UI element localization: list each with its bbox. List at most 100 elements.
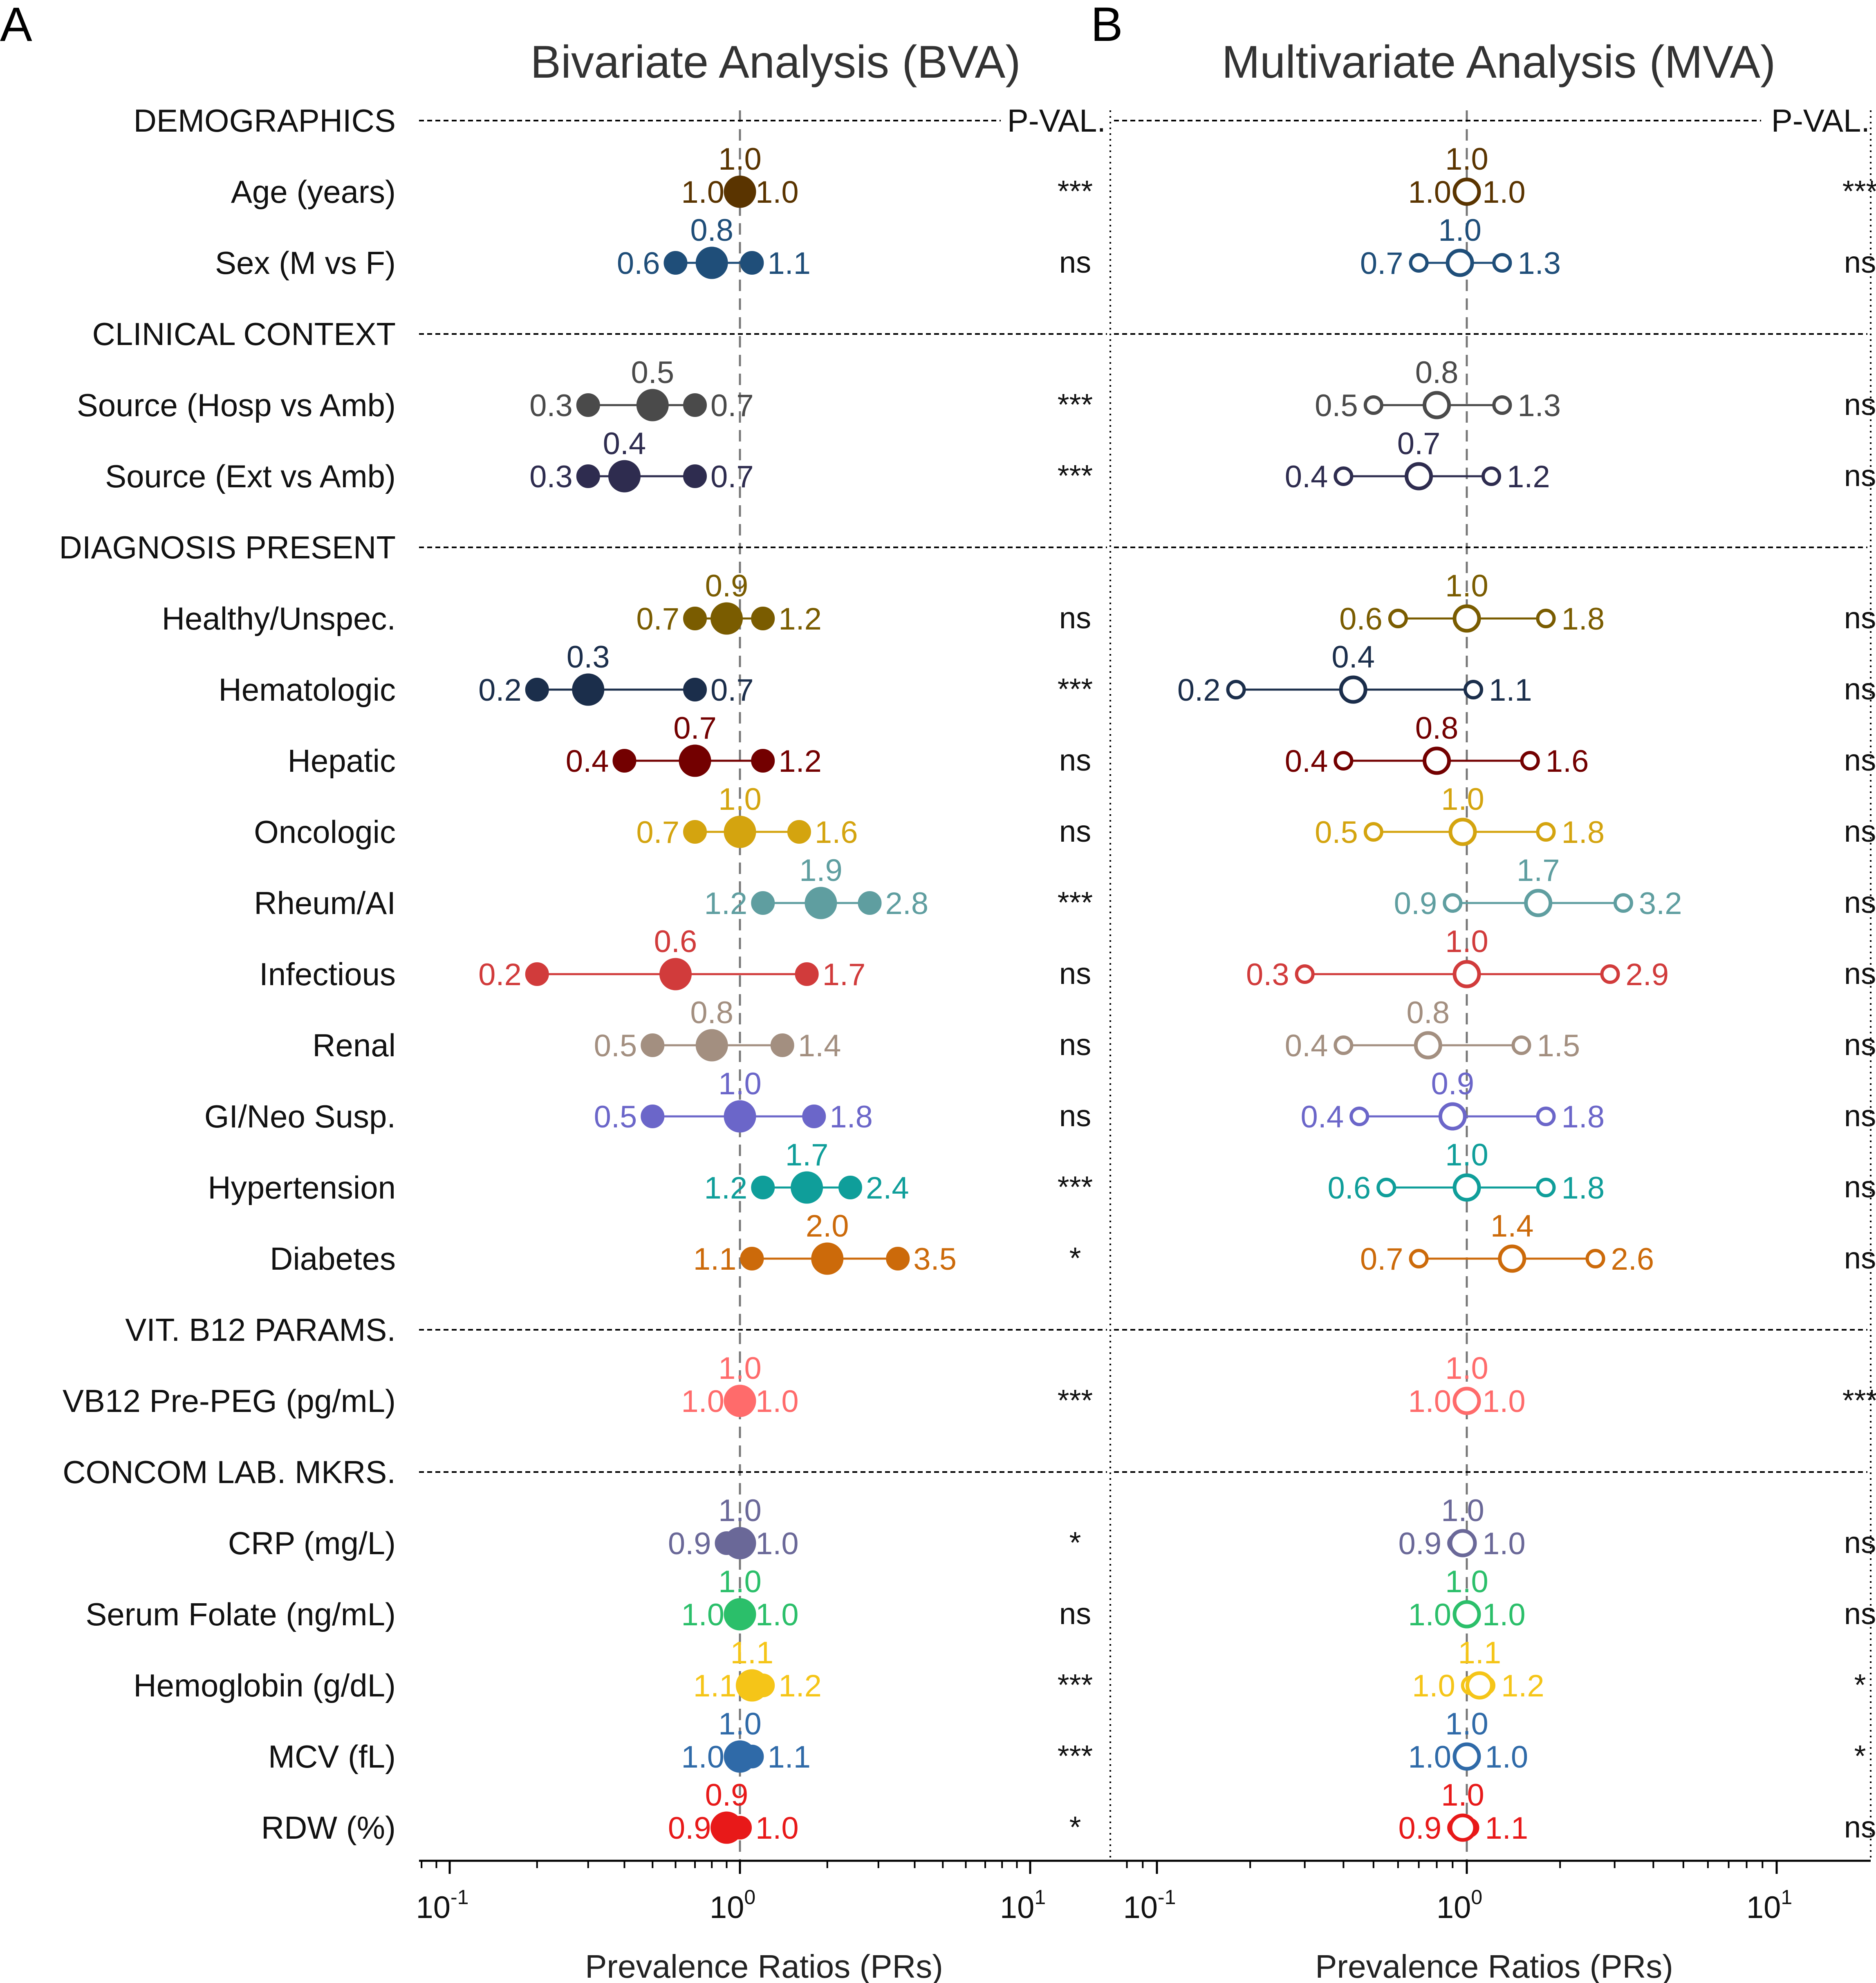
panel-b-letter: B bbox=[1091, 0, 1123, 52]
row-label-healthy: Healthy/Unspec. bbox=[162, 601, 396, 636]
pr-value-label: 1.0 bbox=[1445, 1707, 1488, 1741]
ci-upper-label: 1.5 bbox=[1537, 1028, 1580, 1063]
p-value-label: ns bbox=[1844, 672, 1876, 706]
ci-upper-marker bbox=[1613, 893, 1633, 913]
ci-upper-label: 1.1 bbox=[767, 1740, 811, 1775]
row-label-sex: Sex (M vs F) bbox=[215, 245, 396, 281]
x-axis-layer: 10-1 100 101 10-1 100 101 bbox=[416, 1860, 1871, 1925]
pr-value-label: 1.0 bbox=[1445, 1564, 1488, 1599]
pr-point-marker bbox=[711, 1811, 743, 1844]
ci-upper-marker bbox=[751, 749, 775, 773]
pr-value-label: 1.0 bbox=[718, 1707, 762, 1741]
pr-point-marker bbox=[1405, 462, 1433, 491]
p-value-label: *** bbox=[1058, 885, 1093, 919]
ci-upper-marker bbox=[886, 1247, 910, 1270]
pr-point-marker bbox=[608, 460, 641, 493]
pr-point-marker bbox=[679, 744, 711, 777]
pr-value-label: 0.7 bbox=[673, 711, 717, 746]
ci-lower-label: 0.5 bbox=[1315, 388, 1358, 423]
ci-upper-marker bbox=[1520, 751, 1540, 771]
pr-value-label: 0.8 bbox=[1415, 711, 1459, 746]
ci-upper-marker bbox=[1492, 253, 1512, 273]
p-value-label: *** bbox=[1058, 1383, 1093, 1417]
pr-point-marker bbox=[724, 1385, 756, 1417]
ci-upper-label: 1.2 bbox=[778, 744, 822, 779]
pr-value-label: 0.6 bbox=[654, 924, 697, 959]
panel-a-letter: A bbox=[0, 0, 32, 52]
ci-upper-label: 1.2 bbox=[1501, 1669, 1544, 1703]
ci-upper-marker bbox=[683, 464, 707, 488]
pr-point-marker bbox=[1452, 1387, 1481, 1415]
pr-value-label: 1.0 bbox=[718, 1493, 762, 1528]
ci-lower-marker bbox=[1363, 395, 1383, 415]
pr-value-label: 1.0 bbox=[718, 1564, 762, 1599]
ci-lower-marker bbox=[683, 820, 707, 844]
ci-upper-label: 1.6 bbox=[1546, 744, 1589, 779]
row-label-gi: GI/Neo Susp. bbox=[204, 1098, 396, 1134]
ci-upper-label: 1.2 bbox=[778, 602, 822, 636]
ci-upper-marker bbox=[1600, 964, 1620, 984]
pr-value-label: 1.1 bbox=[731, 1636, 774, 1670]
row-label-hemoglobin: Hemoglobin (g/dL) bbox=[133, 1667, 396, 1703]
ci-lower-marker bbox=[612, 749, 637, 773]
pr-value-label: 1.0 bbox=[718, 1067, 762, 1101]
pr-point-marker bbox=[659, 958, 692, 990]
p-value-label: * bbox=[1854, 1668, 1866, 1702]
row-label-mcv: MCV (fL) bbox=[268, 1739, 396, 1775]
ci-lower-label: 0.5 bbox=[1315, 815, 1358, 850]
ci-lower-label: 0.4 bbox=[1285, 459, 1328, 494]
pr-point-marker bbox=[1452, 604, 1481, 633]
ci-upper-label: 1.8 bbox=[829, 1100, 873, 1134]
pr-value-label: 1.0 bbox=[1445, 569, 1488, 603]
ci-lower-label: 1.0 bbox=[1412, 1669, 1455, 1703]
ci-upper-marker bbox=[770, 1033, 794, 1057]
ci-upper-label: 0.7 bbox=[711, 673, 754, 708]
ci-lower-label: 0.5 bbox=[594, 1028, 637, 1063]
ci-lower-label: 0.3 bbox=[1246, 957, 1289, 992]
pr-value-label: 1.4 bbox=[1490, 1209, 1534, 1244]
panel-a-title: Bivariate Analysis (BVA) bbox=[530, 36, 1020, 87]
x-tick-label: 101 bbox=[1000, 1886, 1046, 1925]
pr-value-label: 1.0 bbox=[1441, 782, 1484, 817]
ci-upper-label: 1.8 bbox=[1561, 1171, 1605, 1205]
pr-point-marker bbox=[724, 816, 756, 848]
p-value-label: ns bbox=[1844, 459, 1876, 493]
pr-value-label: 1.7 bbox=[1517, 853, 1560, 888]
pr-point-marker bbox=[1524, 889, 1553, 917]
section-header: DEMOGRAPHICS bbox=[134, 103, 396, 139]
ci-upper-label: 1.0 bbox=[755, 175, 799, 210]
ci-lower-marker bbox=[1334, 1035, 1354, 1055]
p-value-label: *** bbox=[1058, 1739, 1093, 1773]
ci-lower-marker bbox=[641, 1033, 665, 1057]
p-value-label: ns bbox=[1844, 601, 1876, 635]
row-label-source_hosp: Source (Hosp vs Amb) bbox=[77, 387, 396, 423]
row-label-infectious: Infectious bbox=[259, 956, 396, 992]
pr-point-marker bbox=[695, 1029, 728, 1062]
ci-lower-marker bbox=[576, 393, 600, 417]
pval-header-a: P-VAL. bbox=[1007, 103, 1106, 139]
pr-point-marker bbox=[711, 602, 743, 635]
pr-value-label: 1.0 bbox=[718, 782, 762, 817]
section-header: CLINICAL CONTEXT bbox=[92, 316, 396, 352]
ci-upper-label: 1.0 bbox=[755, 1598, 799, 1632]
p-value-label: *** bbox=[1058, 1668, 1093, 1702]
pr-value-label: 0.8 bbox=[1406, 995, 1450, 1030]
ci-lower-marker bbox=[1226, 680, 1246, 699]
pr-value-label: 0.9 bbox=[705, 1778, 749, 1813]
row-label-rdw: RDW (%) bbox=[261, 1810, 396, 1846]
grid-layer bbox=[419, 110, 1872, 1861]
row-label-hematologic: Hematologic bbox=[218, 672, 396, 708]
ci-upper-marker bbox=[1536, 1178, 1556, 1197]
ci-upper-label: 2.9 bbox=[1625, 957, 1669, 992]
pr-point-marker bbox=[1452, 1173, 1481, 1202]
pr-point-marker bbox=[1465, 1671, 1494, 1700]
pr-point-marker bbox=[636, 389, 669, 421]
p-value-label: *** bbox=[1842, 174, 1876, 208]
p-value-label: ns bbox=[1844, 1170, 1876, 1204]
row-label-source_ext: Source (Ext vs Amb) bbox=[105, 458, 396, 494]
pr-point-marker bbox=[735, 1669, 768, 1702]
pr-point-marker bbox=[1448, 1529, 1477, 1557]
pr-value-label: 1.0 bbox=[1441, 1778, 1484, 1813]
ci-upper-label: 1.8 bbox=[1561, 1100, 1605, 1134]
